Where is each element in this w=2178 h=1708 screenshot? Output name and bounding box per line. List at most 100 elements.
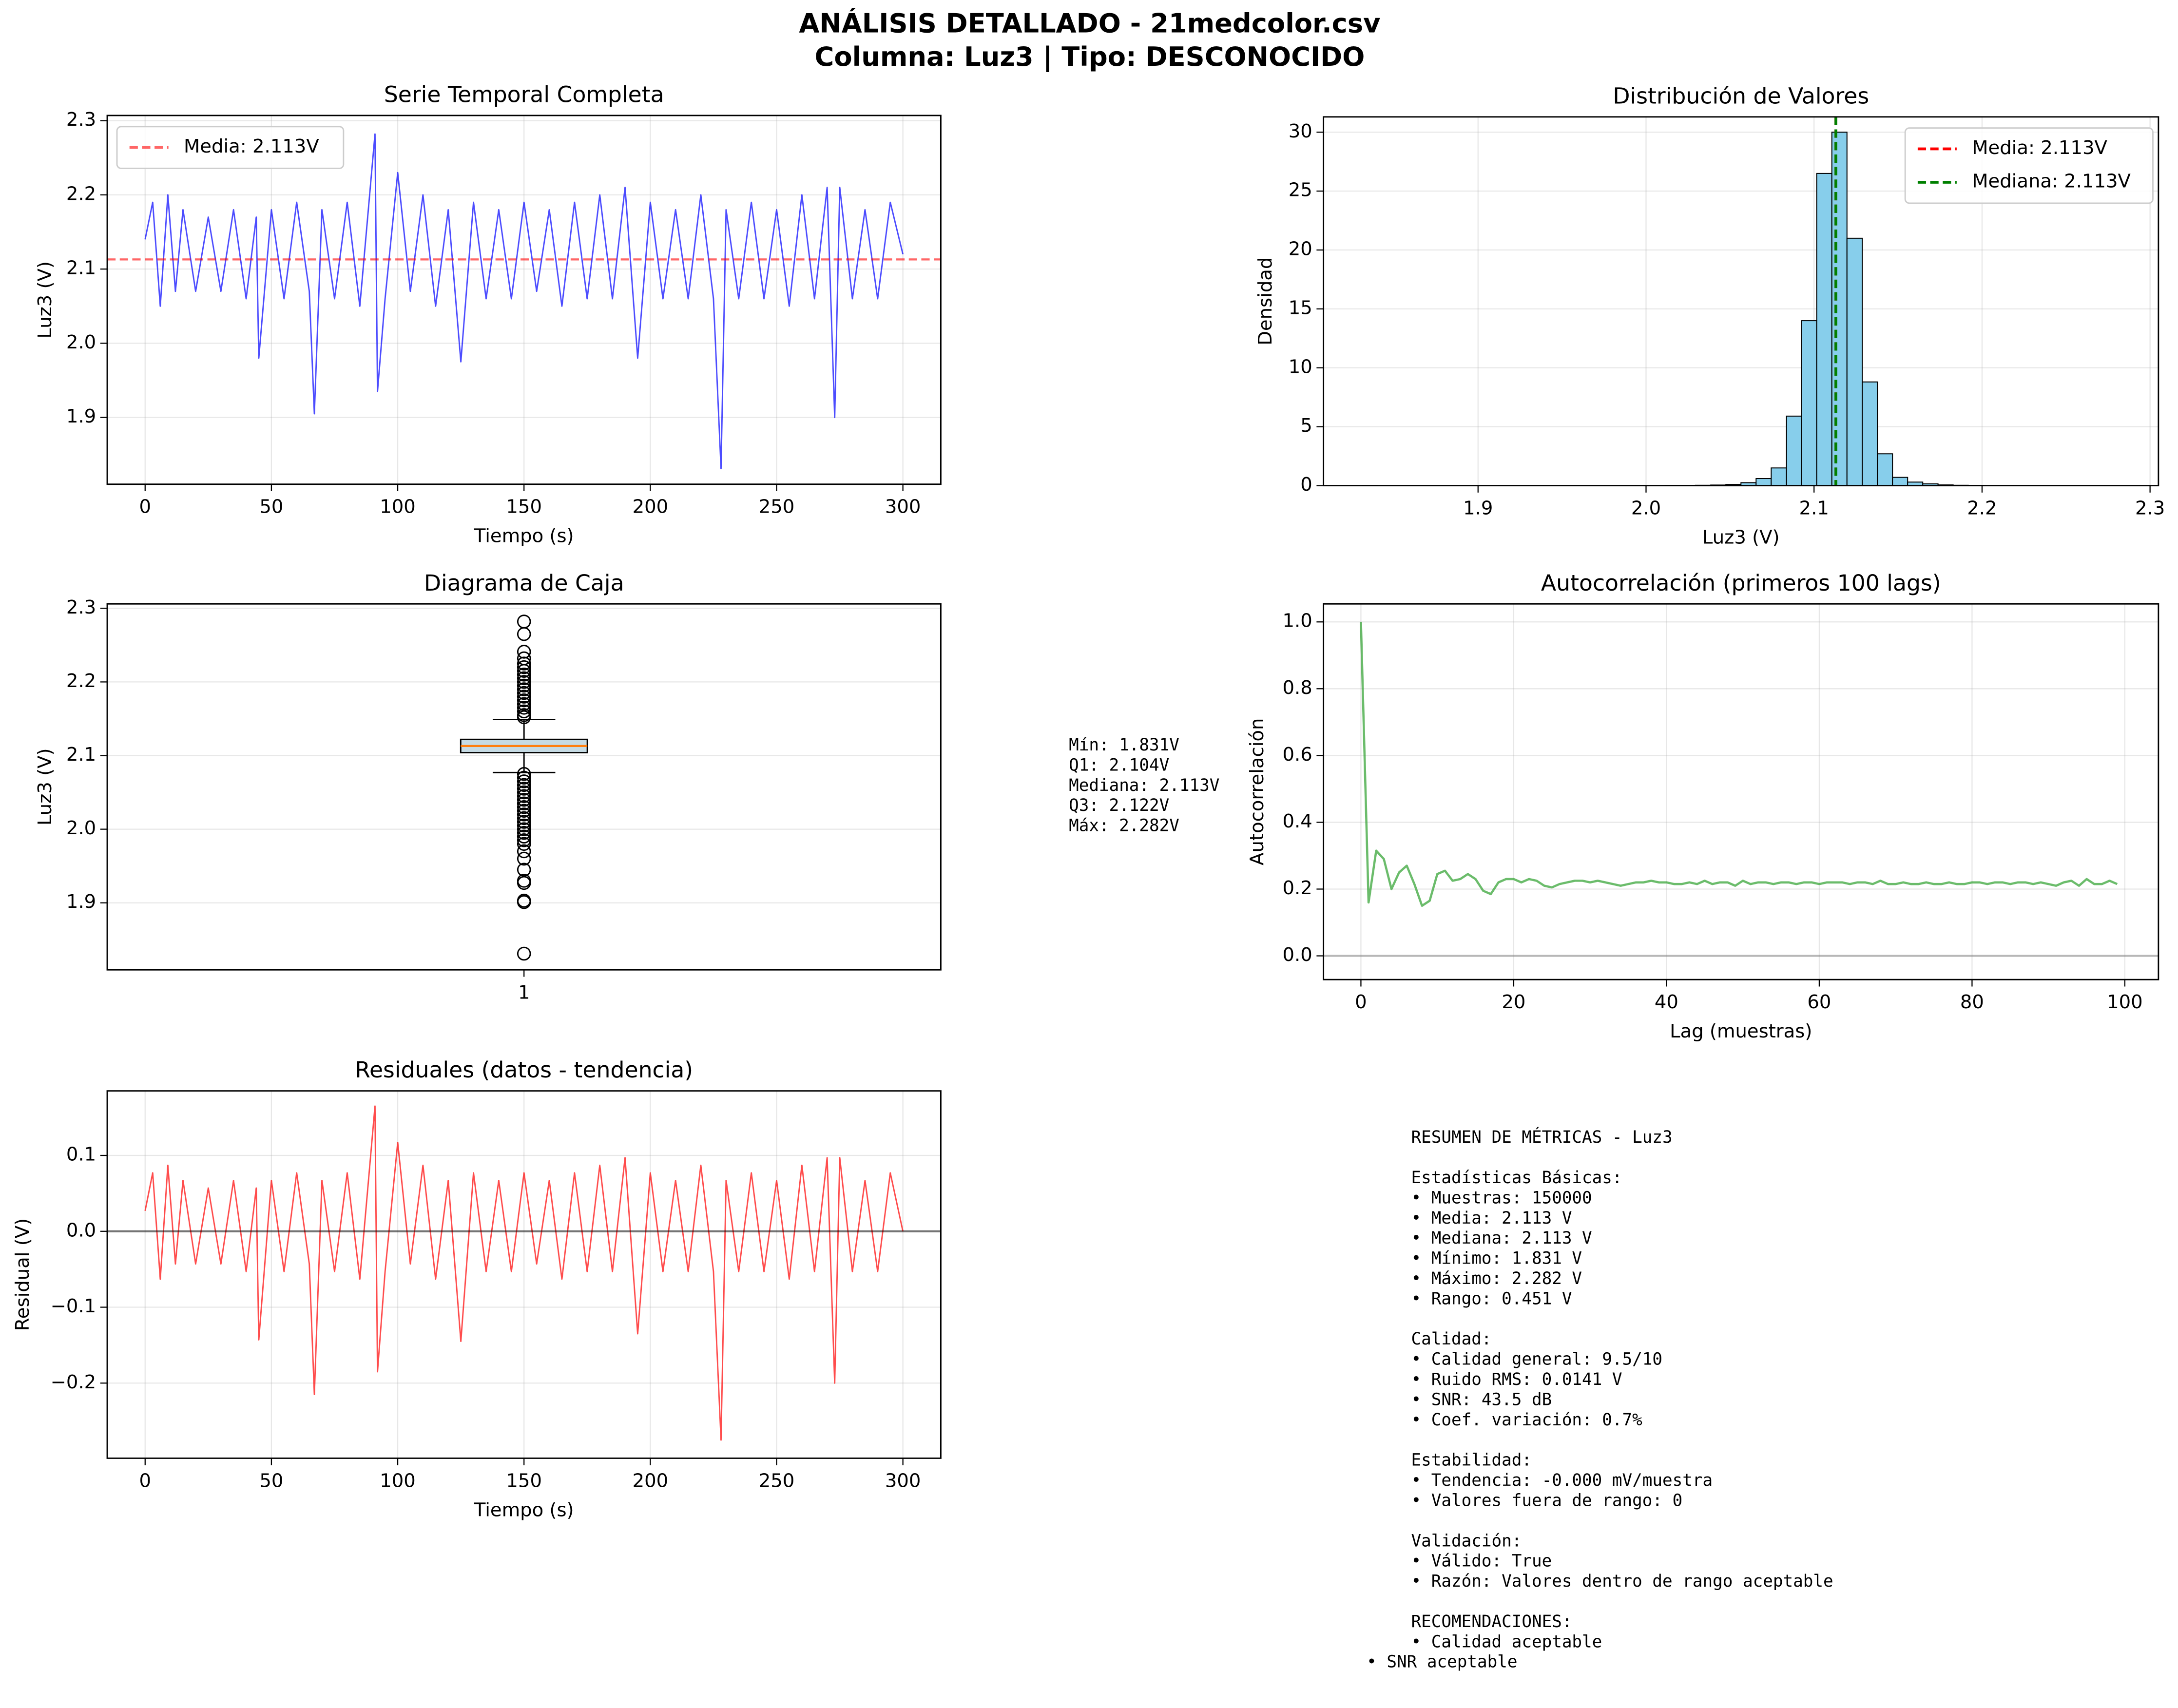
figure-subtitle: Columna: Luz3 | Tipo: DESCONOCIDO (815, 41, 1365, 73)
outlier (517, 829, 531, 844)
axes: Distribución de Valores Luz3 (V) Densidad 0… (1254, 83, 2165, 548)
chart-title: Diagrama de Caja (424, 570, 624, 596)
plot-data (460, 614, 588, 961)
histogram-bar (1801, 320, 1817, 486)
outlier (517, 645, 531, 659)
summary-item: • Razón: Valores dentro de rango aceptab… (1411, 1572, 1833, 1591)
outlier (517, 785, 531, 800)
figure-title: ANÁLISIS DETALLADO - 21medcolor.csv (799, 8, 1380, 39)
box-stats: Máx: 2.282V (1069, 816, 1179, 836)
outlier (517, 664, 531, 678)
y-axis-label: Luz3 (V) (34, 748, 56, 825)
summary-section-title: Estadísticas Básicas: (1411, 1168, 1622, 1188)
outlier (517, 778, 531, 792)
histogram-bar (1771, 467, 1787, 486)
x-tick-label: 250 (759, 496, 795, 518)
histogram-bar (1786, 415, 1802, 486)
x-tick-label: 80 (1960, 991, 1984, 1013)
y-axis-label: Autocorrelación (1246, 718, 1268, 865)
chart-title: Residuales (datos - tendencia) (355, 1057, 693, 1083)
outlier (517, 660, 531, 674)
x-tick-label: 40 (1655, 991, 1678, 1013)
outlier (517, 792, 531, 807)
histogram-bar (1862, 381, 1878, 486)
outlier (517, 682, 531, 696)
y-tick-label: 2.3 (66, 596, 96, 618)
plot-frame (106, 115, 942, 485)
legend-box (116, 126, 345, 169)
data-line (144, 133, 904, 470)
summary-section-title: Estabilidad: (1411, 1451, 1532, 1470)
y-tick-label: 2.3 (66, 109, 96, 131)
x-tick-label: 1.9 (1463, 498, 1493, 519)
y-tick-label: 1.9 (66, 891, 96, 913)
x-tick-label: 0 (139, 496, 152, 518)
y-tick-label: 1.9 (66, 405, 96, 427)
histogram-bar (1846, 237, 1863, 486)
histogram-bar (1877, 453, 1893, 486)
outlier (517, 686, 531, 700)
histogram-bar (1755, 478, 1772, 486)
outlier (517, 627, 531, 641)
y-tick-label: 0.0 (66, 1219, 96, 1241)
x-tick-label: 2.0 (1631, 498, 1661, 519)
x-tick-label: 20 (1502, 991, 1525, 1013)
y-tick-label: 2.2 (66, 183, 96, 205)
outlier (517, 693, 531, 708)
y-tick-label: 0 (1300, 474, 1312, 496)
legend-box (1904, 127, 2154, 204)
y-tick-label: 2.2 (66, 670, 96, 692)
y-tick-label: 25 (1289, 179, 1312, 201)
chart-title: Serie Temporal Completa (384, 82, 664, 108)
outlier (517, 800, 531, 814)
legend-label: Media: 2.113V (1972, 137, 2107, 159)
x-tick-label: 50 (259, 496, 283, 518)
grid (107, 1091, 941, 1459)
axes: Serie Temporal Completa Tiempo (s) Luz3 (V… (34, 82, 942, 547)
y-axis-label: Densidad (1254, 257, 1276, 345)
legend-label: Mediana: 2.113V (1972, 171, 2131, 192)
x-tick-label: 200 (633, 1470, 669, 1492)
outlier (517, 895, 531, 909)
histogram-bar (1892, 477, 1908, 486)
summary-section-title: RECOMENDACIONES: (1411, 1612, 1572, 1631)
data-line (1360, 622, 2118, 907)
outlier (517, 782, 531, 796)
outlier (517, 825, 531, 840)
chart-title: Autocorrelación (primeros 100 lags) (1541, 570, 1941, 596)
outlier (517, 701, 531, 715)
outlier (517, 697, 531, 711)
y-tick-label: 0.0 (1283, 944, 1312, 966)
outlier (517, 678, 531, 693)
y-tick-label: 2.1 (66, 744, 96, 766)
plot-data (107, 133, 941, 470)
summary-item: • Tendencia: -0.000 mV/muestra (1411, 1471, 1713, 1490)
y-tick-label: 1.0 (1283, 610, 1312, 632)
y-tick-label: −0.2 (51, 1371, 96, 1393)
summary-item: • Válido: True (1411, 1552, 1552, 1571)
outlier (517, 851, 531, 866)
outlier (517, 796, 531, 811)
outlier (517, 811, 531, 825)
summary-section-title: Calidad: (1411, 1329, 1492, 1349)
box-stats: Mediana: 2.113V (1069, 776, 1219, 795)
x-axis-label: Tiempo (s) (474, 1499, 574, 1521)
outlier (517, 710, 531, 725)
y-axis-label: Luz3 (V) (34, 261, 56, 339)
legend: Media: 2.113V Mediana: 2.113V (1904, 127, 2154, 204)
x-tick-label: 100 (380, 1470, 416, 1492)
summary-section-title: Validación: (1411, 1531, 1522, 1551)
summary-item: • Rango: 0.451 V (1411, 1289, 1572, 1308)
summary-item: • SNR: 43.5 dB (1411, 1390, 1552, 1409)
outlier (517, 807, 531, 822)
summary-item: • Valores fuera de rango: 0 (1411, 1491, 1683, 1510)
y-tick-label: 30 (1289, 120, 1312, 142)
chart-title: Distribución de Valores (1613, 83, 1869, 109)
outlier (517, 789, 531, 803)
summary-item: • Coef. variación: 0.7% (1411, 1410, 1643, 1430)
x-tick-label: 2.3 (2135, 498, 2165, 519)
x-tick-label: 300 (885, 1470, 921, 1492)
summary-item: • Mínimo: 1.831 V (1411, 1249, 1582, 1268)
y-tick-label: 5 (1300, 415, 1312, 437)
